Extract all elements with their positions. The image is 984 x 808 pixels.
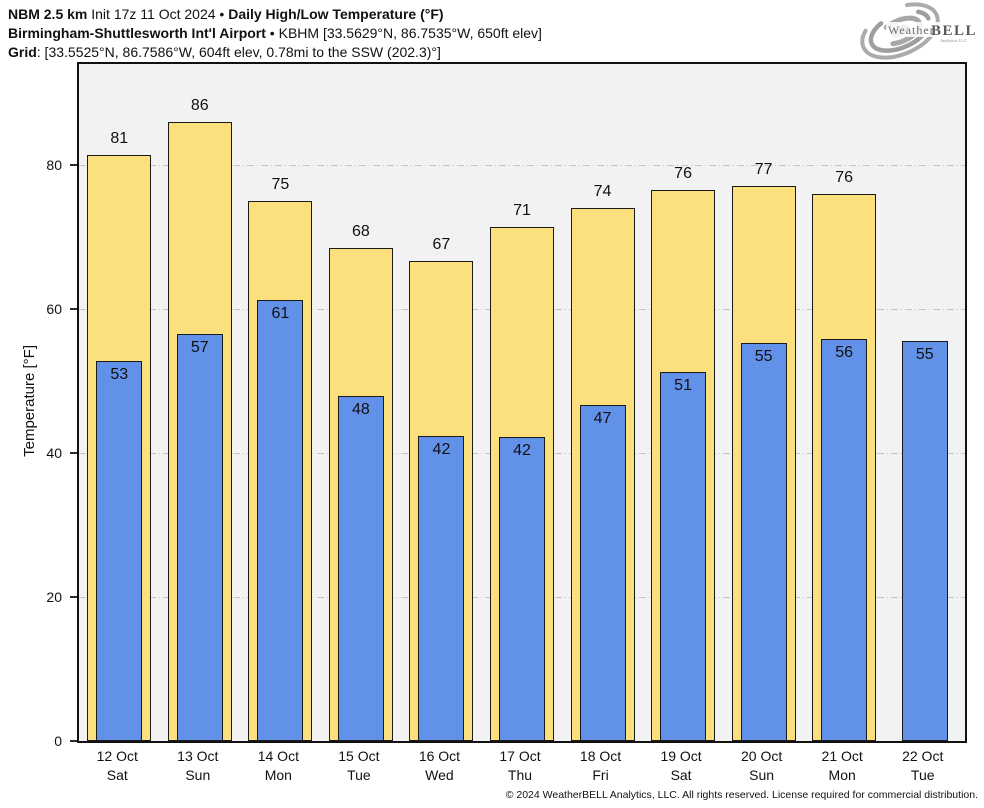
logo-brand-bell: BELL: [931, 23, 977, 39]
init-time: Init 17z 11 Oct 2024 •: [87, 6, 229, 22]
low-bar: [337, 396, 384, 741]
high-value-label: 74: [593, 183, 612, 201]
low-bar: [96, 361, 143, 741]
low-value-label: 47: [593, 410, 612, 428]
x-tick-label: 14 Oct Mon: [238, 747, 319, 785]
header-line-model: NBM 2.5 km Init 17z 11 Oct 2024 • Daily …: [8, 5, 542, 24]
x-label-date: 13 Oct: [177, 748, 219, 764]
low-value-label: 42: [513, 442, 531, 460]
x-tick-label: 20 Oct Sun: [721, 747, 802, 785]
high-value-label: 67: [432, 235, 451, 253]
x-axis-labels: 12 Oct Sat 13 Oct Sun 14 Oct Mon 15 Oct Tue 16 O…: [77, 747, 967, 787]
station-coords: • KBHM [33.5629°N, 86.7535°W, 650ft elev…: [265, 25, 542, 41]
weatherbell-logo: Weather BELL Analytics LLC: [860, 2, 977, 60]
high-value-label: 81: [110, 129, 129, 147]
x-tick-label: 17 Oct Thu: [480, 747, 561, 785]
y-tick-label-40: 40: [46, 444, 62, 461]
grid-label: Grid: [8, 44, 37, 60]
low-bar: [901, 340, 948, 741]
high-value-label: 76: [674, 165, 692, 183]
high-value-label: 68: [351, 223, 370, 241]
high-value-label: 75: [271, 175, 290, 193]
low-value-label: 57: [190, 339, 209, 357]
x-tick-label: 16 Oct Wed: [399, 747, 480, 785]
x-label-weekday: Wed: [425, 767, 454, 783]
y-tick-mark-80: [70, 163, 77, 166]
y-tick-label-60: 60: [46, 300, 62, 317]
x-label-weekday: Mon: [828, 767, 856, 783]
x-label-date: 19 Oct: [660, 748, 702, 764]
header-line-grid: Grid: [33.5525°N, 86.7586°W, 604ft elev,…: [8, 43, 542, 62]
x-tick-label: 12 Oct Sat: [77, 747, 158, 785]
x-label-weekday: Sun: [185, 767, 211, 783]
low-bar: [499, 437, 545, 741]
y-tick-label-80: 80: [46, 156, 62, 173]
chart-title: Daily High/Low Temperature (°F): [228, 6, 444, 22]
high-value-label: 77: [754, 160, 773, 178]
x-tick-label: 13 Oct Sun: [158, 747, 239, 785]
low-bar: [579, 405, 626, 741]
low-bar: [257, 300, 304, 741]
low-value-label: 48: [352, 401, 370, 419]
x-label-date: 22 Oct: [902, 748, 944, 764]
x-label-weekday: Sat: [670, 767, 692, 783]
x-tick-label: 18 Oct Fri: [560, 747, 641, 785]
plot-area: 81 53 86 57 75 61 68 48 67 42 71 42 74 47 76 51 77 55 76 56…: [77, 62, 967, 743]
high-value-label: 76: [835, 169, 854, 187]
grid-coords: : [33.5525°N, 86.7586°W, 604ft elev, 0.7…: [36, 44, 441, 60]
low-value-label: 53: [110, 366, 129, 384]
low-value-label: 61: [271, 305, 290, 323]
x-label-date: 16 Oct: [418, 748, 461, 764]
x-label-date: 20 Oct: [741, 748, 783, 764]
model-name: NBM 2.5 km: [8, 6, 88, 22]
x-label-date: 14 Oct: [257, 748, 299, 764]
low-value-label: 51: [674, 377, 692, 395]
logo-subtitle: Analytics LLC: [940, 38, 967, 43]
high-value-label: 86: [190, 96, 209, 114]
low-value-label: 55: [754, 348, 773, 366]
x-label-weekday: Fri: [592, 767, 609, 783]
footer-copyright: © 2024 WeatherBELL Analytics, LLC. All r…: [505, 789, 978, 801]
low-bar: [821, 339, 868, 741]
chart-header: NBM 2.5 km Init 17z 11 Oct 2024 • Daily …: [8, 5, 542, 62]
logo-brand-weather: Weather: [888, 23, 935, 37]
y-tick-mark-60: [70, 307, 77, 310]
y-tick-label-0: 0: [54, 733, 62, 749]
y-tick-mark-0: [70, 740, 77, 742]
y-tick-mark-20: [70, 595, 77, 598]
x-tick-label: 15 Oct Tue: [319, 747, 400, 785]
y-tick-label-20: 20: [46, 588, 62, 605]
header-line-station: Birmingham-Shuttlesworth Int'l Airport •…: [8, 24, 542, 43]
x-label-date: 18 Oct: [579, 748, 622, 764]
low-bar: [176, 334, 223, 741]
x-tick-label: 22 Oct Tue: [882, 747, 963, 785]
x-label-date: 21 Oct: [821, 748, 863, 764]
y-tick-mark-40: [70, 451, 77, 454]
low-value-label: 42: [432, 441, 451, 459]
low-bar: [740, 343, 787, 741]
station-name: Birmingham-Shuttlesworth Int'l Airport: [8, 25, 266, 41]
low-value-label: 56: [835, 344, 854, 362]
y-axis-title: Temperature [°F]: [20, 344, 38, 457]
x-label-weekday: Sun: [749, 767, 775, 783]
x-label-weekday: Thu: [507, 767, 533, 783]
x-label-weekday: Sat: [106, 767, 128, 783]
x-label-date: 17 Oct: [499, 748, 541, 764]
low-bar: [418, 436, 465, 741]
high-value-label: 71: [513, 201, 531, 219]
x-tick-label: 19 Oct Sat: [641, 747, 722, 785]
low-bar: [660, 372, 707, 741]
x-tick-label: 21 Oct Mon: [802, 747, 883, 785]
x-label-weekday: Mon: [264, 767, 292, 783]
x-label-weekday: Tue: [910, 767, 935, 783]
gridline-y80: [79, 164, 965, 166]
x-label-weekday: Tue: [347, 767, 371, 783]
x-label-date: 15 Oct: [338, 748, 380, 764]
low-value-label: 55: [915, 345, 934, 363]
x-label-date: 12 Oct: [96, 748, 138, 764]
